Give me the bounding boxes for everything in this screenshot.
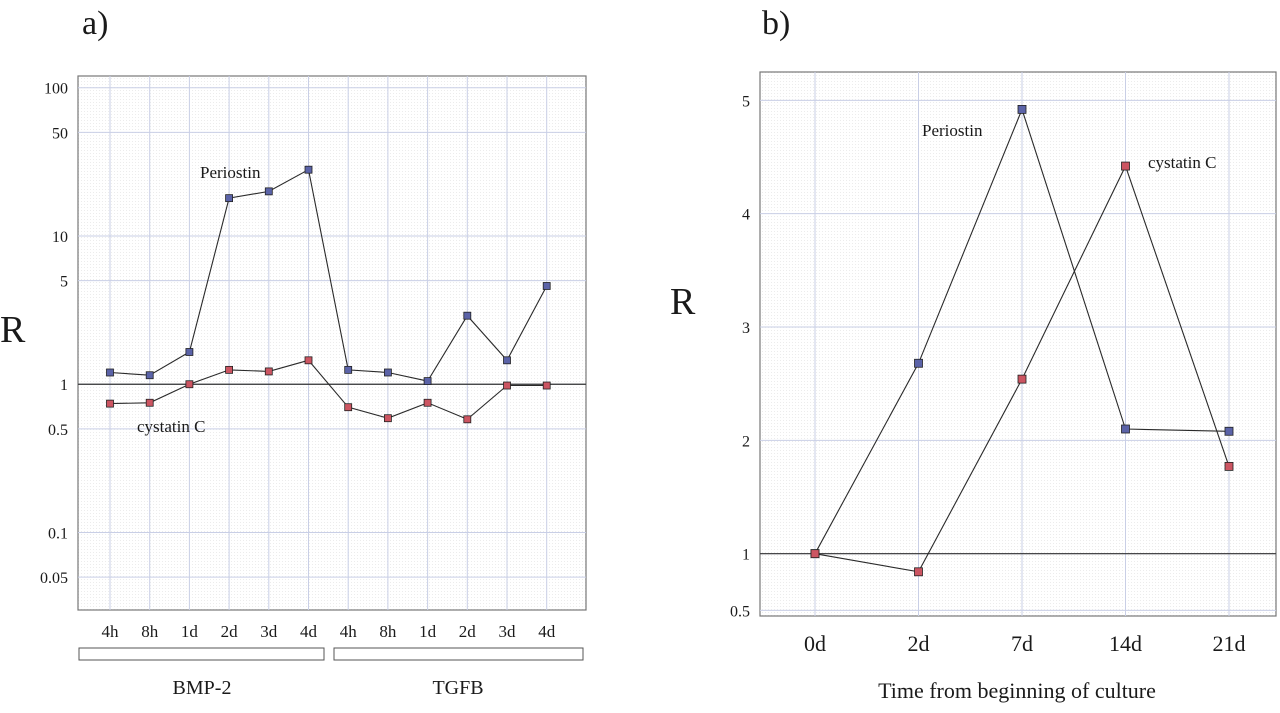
a-y-tick-label: 0.1: [48, 525, 68, 542]
panel-a-series-lines: [109, 168, 548, 420]
b-y-tick-label: 4: [742, 207, 750, 224]
a-point-cystatin-c: [344, 403, 353, 412]
group-bracket-bmp2: [78, 647, 325, 661]
panel-a: a) R 100 50 10 5 1 0.5 0.1 0.05 4h 8h 1d 2d 3d 4d 4h 8…: [0, 5, 587, 699]
a-x-tick-label: 3d: [499, 622, 517, 641]
panel-a-plot-area: [77, 75, 587, 611]
panel-b-y-axis-label: R: [670, 281, 696, 323]
group-bracket-tgfb: [333, 647, 584, 661]
a-y-tick-label: 1: [60, 377, 68, 394]
a-x-tick-label: 4d: [538, 622, 556, 641]
panel-b-series-label-periostin: Periostin: [922, 121, 983, 140]
b-point-periostin: [914, 358, 923, 368]
a-point-periostin: [463, 311, 472, 320]
a-point-cystatin-c: [185, 380, 194, 389]
a-x-tick-label: 4d: [300, 622, 318, 641]
panel-b-x-tick-labels: 0d 2d 7d 14d 21d: [804, 631, 1246, 656]
a-point-periostin: [225, 194, 234, 203]
a-y-tick-label: 10: [52, 229, 68, 246]
a-point-cystatin-c: [423, 398, 432, 407]
b-y-tick-label: 5: [742, 93, 750, 110]
b-point-cystatin-c: [1017, 374, 1027, 384]
a-x-tick-label: 4h: [102, 622, 120, 641]
b-y-tick-label: 0.5: [730, 603, 750, 620]
a-point-periostin: [185, 348, 194, 356]
b-point-periostin: [1121, 424, 1130, 434]
panel-b-label: b): [762, 5, 790, 42]
b-point-cystatin-c: [1224, 461, 1234, 471]
a-y-tick-label: 5: [60, 274, 68, 291]
panel-b-x-axis-label: Time from beginning of culture: [878, 678, 1156, 703]
a-point-periostin: [145, 371, 154, 380]
a-x-tick-label: 1d: [419, 622, 437, 641]
panel-a-x-tick-labels: 4h 8h 1d 2d 3d 4d 4h 8h 1d 2d 3d 4d: [102, 622, 556, 641]
group-label-tgfb: TGFB: [432, 677, 483, 699]
a-point-periostin: [383, 368, 392, 377]
a-point-periostin: [423, 377, 432, 385]
panel-a-series-label-cystatin-c: cystatin C: [137, 417, 205, 436]
b-point-cystatin-c: [810, 549, 820, 559]
a-line-cystatin-c: [109, 359, 547, 420]
a-point-periostin: [344, 365, 353, 374]
a-y-tick-label: 100: [44, 81, 68, 98]
panel-a-y-tick-labels: 100 50 10 5 1 0.5 0.1 0.05: [40, 81, 68, 587]
a-point-periostin: [304, 165, 313, 174]
a-line-periostin: [109, 168, 548, 382]
a-x-tick-label: 2d: [221, 622, 239, 641]
a-x-tick-label: 1d: [181, 622, 199, 641]
b-point-cystatin-c: [914, 567, 923, 577]
b-x-tick-label: 14d: [1109, 631, 1142, 656]
a-y-tick-label: 0.5: [48, 422, 68, 439]
panel-b-plot-area: [759, 71, 1277, 617]
a-point-cystatin-c: [383, 414, 392, 423]
a-point-cystatin-c: [225, 365, 234, 374]
a-point-periostin: [542, 282, 551, 290]
a-x-tick-label: 8h: [141, 622, 159, 641]
a-point-cystatin-c: [264, 367, 273, 376]
a-point-cystatin-c: [503, 381, 511, 390]
b-x-tick-label: 2d: [908, 631, 930, 656]
a-point-periostin: [106, 368, 114, 377]
b-point-periostin: [1017, 105, 1027, 114]
a-x-tick-label: 3d: [260, 622, 278, 641]
a-point-cystatin-c: [463, 415, 472, 424]
panel-a-series-label-periostin: Periostin: [200, 163, 261, 182]
b-y-tick-label: 3: [742, 320, 750, 337]
panel-b: b) R 5 4 3 2 1 0.5 0d 2d 7d 14d 21d Periostin cys…: [670, 5, 1277, 703]
panel-b-data-points: [810, 105, 1234, 577]
a-x-tick-label: 8h: [379, 622, 397, 641]
panel-b-series-label-cystatin-c: cystatin C: [1148, 153, 1216, 172]
a-point-periostin: [503, 356, 511, 365]
a-point-cystatin-c: [145, 398, 154, 407]
a-x-tick-label: 2d: [459, 622, 477, 641]
b-y-tick-label: 1: [742, 547, 750, 564]
b-point-periostin: [1224, 426, 1234, 436]
panel-a-y-axis-label: R: [0, 309, 26, 351]
panel-b-y-tick-labels: 5 4 3 2 1 0.5: [730, 93, 750, 620]
a-point-periostin: [264, 187, 273, 196]
panel-a-data-points: [106, 165, 551, 424]
a-y-tick-label: 50: [52, 125, 68, 142]
b-y-tick-label: 2: [742, 433, 750, 450]
b-x-tick-label: 21d: [1213, 631, 1246, 656]
a-point-cystatin-c: [106, 399, 114, 408]
b-x-tick-label: 0d: [804, 631, 826, 656]
a-y-tick-label: 0.05: [40, 570, 68, 587]
a-x-tick-label: 4h: [340, 622, 358, 641]
panel-a-label: a): [82, 5, 108, 42]
a-point-cystatin-c: [304, 356, 313, 365]
group-label-bmp2: BMP-2: [173, 677, 232, 699]
b-x-tick-label: 7d: [1011, 631, 1033, 656]
b-point-cystatin-c: [1121, 161, 1130, 171]
a-point-cystatin-c: [542, 381, 551, 390]
